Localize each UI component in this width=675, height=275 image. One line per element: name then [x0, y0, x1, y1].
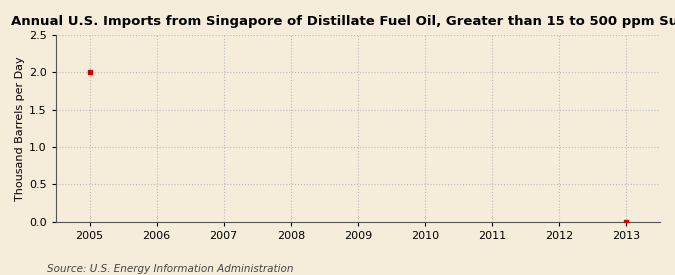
Title: Annual U.S. Imports from Singapore of Distillate Fuel Oil, Greater than 15 to 50: Annual U.S. Imports from Singapore of Di… — [11, 15, 675, 28]
Text: Source: U.S. Energy Information Administration: Source: U.S. Energy Information Administ… — [47, 264, 294, 274]
Y-axis label: Thousand Barrels per Day: Thousand Barrels per Day — [15, 56, 25, 200]
